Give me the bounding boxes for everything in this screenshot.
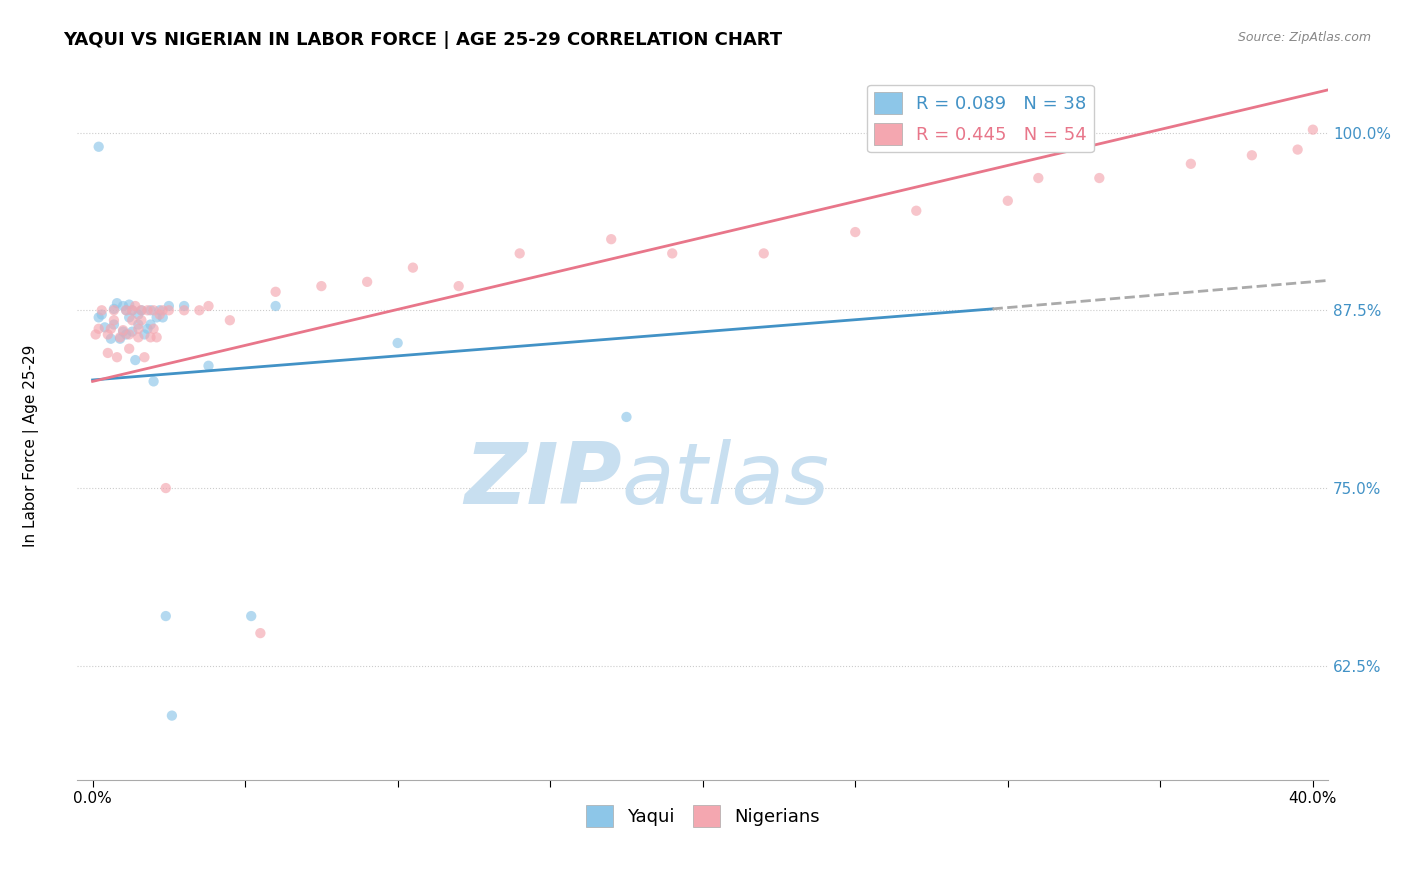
Point (121, 303, 143, 318)
Point (131, 313, 153, 327)
Point (136, 303, 159, 318)
Point (356, 275, 378, 289)
Point (1026, 171, 1049, 186)
Point (311, 279, 333, 293)
Point (90, 303, 112, 318)
Point (103, 313, 125, 327)
Point (115, 303, 138, 318)
Point (264, 285, 287, 299)
Point (1286, 143, 1309, 157)
Point (173, 303, 195, 318)
Point (142, 303, 165, 318)
Point (121, 313, 143, 327)
Point (127, 318, 149, 332)
Point (97, 346, 120, 360)
Point (1088, 171, 1111, 186)
Text: YAQUI VS NIGERIAN IN LABOR FORCE | AGE 25-29 CORRELATION CHART: YAQUI VS NIGERIAN IN LABOR FORCE | AGE 2… (63, 31, 782, 49)
Point (100, 322, 122, 336)
Point (1240, 148, 1263, 162)
Point (118, 342, 141, 356)
Point (157, 299, 180, 313)
Point (87, 322, 110, 336)
Point (115, 327, 138, 342)
Point (94, 320, 117, 334)
Legend: Yaqui, Nigerians: Yaqui, Nigerians (578, 798, 827, 835)
Point (100, 332, 122, 346)
Point (600, 232, 623, 246)
Point (121, 325, 143, 339)
Point (752, 246, 775, 260)
Point (145, 330, 167, 344)
Point (87, 310, 110, 325)
Point (108, 332, 131, 346)
Point (661, 246, 683, 260)
Point (87, 140, 110, 154)
Point (112, 299, 135, 313)
Point (218, 313, 240, 327)
Point (103, 303, 125, 318)
Point (149, 308, 172, 322)
Point (118, 310, 141, 325)
Point (136, 322, 159, 336)
Point (157, 303, 180, 318)
Point (124, 299, 146, 313)
Point (127, 330, 149, 344)
Point (84, 327, 107, 342)
Point (155, 481, 177, 495)
Point (131, 303, 153, 318)
Point (997, 194, 1019, 208)
Point (509, 246, 531, 260)
Point (844, 225, 866, 239)
Point (139, 318, 162, 332)
Point (134, 327, 156, 342)
Point (103, 301, 125, 316)
Point (1180, 157, 1202, 171)
Point (139, 303, 162, 318)
Point (264, 299, 287, 313)
Point (124, 353, 146, 368)
Point (173, 299, 195, 313)
Point (249, 626, 271, 640)
Point (149, 303, 172, 318)
Point (152, 310, 174, 325)
Point (152, 303, 174, 318)
Point (197, 359, 219, 373)
Point (447, 279, 470, 293)
Point (112, 325, 135, 339)
Point (145, 310, 167, 325)
Point (1302, 122, 1324, 136)
Point (127, 322, 149, 336)
Point (142, 322, 165, 336)
Point (105, 296, 128, 310)
Point (121, 303, 143, 318)
Point (108, 330, 131, 344)
Point (160, 708, 183, 723)
Point (402, 260, 425, 275)
Point (131, 303, 153, 318)
Text: atlas: atlas (621, 440, 830, 523)
Point (905, 203, 928, 218)
Text: Source: ZipAtlas.com: Source: ZipAtlas.com (1237, 31, 1371, 45)
Point (118, 327, 141, 342)
Point (127, 308, 149, 322)
Point (240, 609, 263, 624)
Point (142, 375, 165, 389)
Point (197, 299, 219, 313)
Point (103, 318, 125, 332)
Point (105, 350, 128, 364)
Text: ZIP: ZIP (464, 440, 621, 523)
Point (118, 297, 141, 311)
Point (134, 350, 156, 364)
Point (112, 323, 135, 337)
Point (115, 303, 138, 318)
Point (90, 308, 112, 322)
Point (188, 303, 211, 318)
Point (616, 409, 638, 424)
Text: In Labor Force | Age 25-29: In Labor Force | Age 25-29 (22, 345, 39, 547)
Point (97, 327, 120, 342)
Point (387, 336, 409, 351)
Point (139, 330, 162, 344)
Point (155, 609, 177, 624)
